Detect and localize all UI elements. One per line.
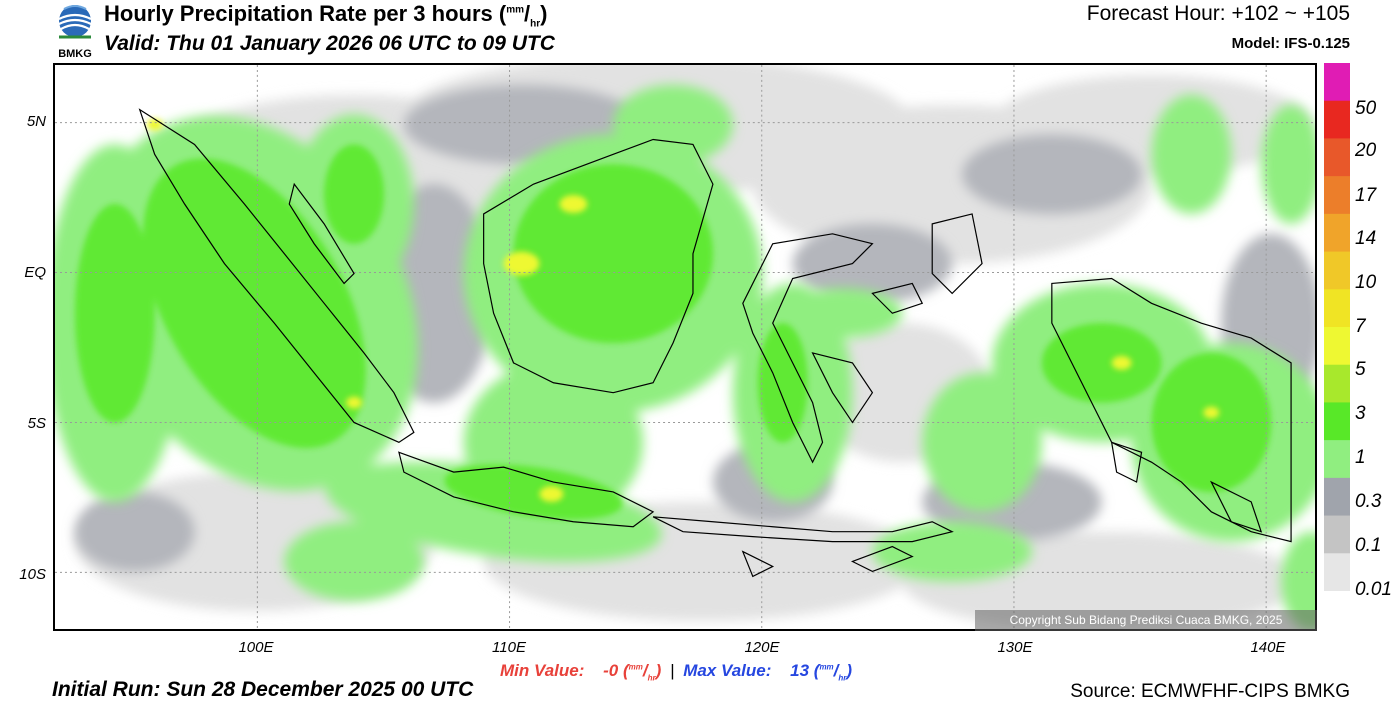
colorbar-swatch [1324, 100, 1350, 139]
colorbar-swatch [1324, 63, 1350, 102]
colorbar-swatch [1324, 213, 1350, 253]
colorbar-swatch [1324, 251, 1350, 290]
lat-label-5n: 5N [26, 113, 46, 130]
min-unit-sep: / [642, 661, 648, 680]
map-title: Hourly Precipitation Rate per 3 hours (m… [104, 1, 548, 30]
min-label: Min Value: [500, 661, 585, 680]
colorbar-swatch [1324, 138, 1350, 177]
colorbar-swatch [1324, 440, 1350, 479]
lon-label-140e: 140E [1250, 639, 1286, 656]
colorbar-swatch [1324, 402, 1350, 441]
colorbar-swatch [1324, 327, 1350, 366]
colorbar-swatch [1324, 289, 1350, 328]
max-value: 13 [790, 661, 810, 680]
data-source: Source: ECMWFHF-CIPS BMKG [1070, 681, 1350, 702]
colorbar-label-0-3: 0.3 [1355, 491, 1382, 512]
colorbar-label-0-1: 0.1 [1355, 535, 1382, 556]
copyright-notice: Copyright Sub Bidang Prediksi Cuaca BMKG… [975, 610, 1317, 631]
logo-text: BMKG [58, 48, 92, 59]
colorbar-label-17: 17 [1355, 185, 1377, 206]
lon-label-100e: 100E [238, 639, 274, 656]
colorbar-label-0-01: 0.01 [1355, 579, 1392, 600]
lon-label-120e: 120E [744, 639, 780, 656]
max-label: Max Value: [683, 661, 772, 680]
colorbar-swatch [1324, 553, 1350, 591]
title-unit-sep: / [524, 1, 531, 26]
forecast-hour: Forecast Hour: +102 ~ +105 [1086, 2, 1350, 25]
colorbar-label-1: 1 [1355, 447, 1366, 468]
colorbar-swatch [1324, 477, 1350, 517]
min-unit-den: hr [647, 673, 656, 683]
colorbar-label-50: 50 [1355, 98, 1377, 119]
colorbar-label-7: 7 [1355, 316, 1366, 337]
colorbar-label-10: 10 [1355, 272, 1377, 293]
colorbar-swatch [1324, 515, 1350, 554]
title-unit-num: mm [506, 4, 524, 16]
min-value: -0 [603, 661, 619, 680]
precipitation-map [53, 63, 1317, 631]
lat-label-eq: EQ [24, 264, 46, 281]
min-unit-num: mm [628, 662, 643, 672]
colorbar-label-5: 5 [1355, 359, 1366, 380]
title-unit-den: hr [530, 18, 541, 30]
max-unit-sep: / [833, 661, 839, 680]
colorbar-label-14: 14 [1355, 228, 1377, 249]
stats-separator: | [670, 661, 675, 680]
bmkg-logo: BMKG [58, 5, 92, 59]
lat-label-5s: 5S [27, 415, 46, 432]
lat-label-10s: 10S [19, 566, 46, 583]
colorbar-swatch [1324, 364, 1350, 403]
lon-label-110e: 110E [492, 639, 526, 656]
valid-time: Valid: Thu 01 January 2026 06 UTC to 09 … [104, 32, 555, 55]
max-unit-num: mm [819, 662, 834, 672]
colorbar-label-3: 3 [1355, 403, 1366, 424]
precipitation-colorbar [1324, 63, 1350, 591]
initial-run: Initial Run: Sun 28 December 2025 00 UTC [52, 678, 474, 701]
min-max-values: Min Value: -0 (mm/hr) | Max Value: 13 (m… [500, 661, 853, 683]
colorbar-swatch [1324, 176, 1350, 215]
title-text: Hourly Precipitation Rate per 3 hours [104, 1, 493, 26]
max-unit-den: hr [838, 673, 847, 683]
model-label: Model: IFS-0.125 [1231, 35, 1350, 52]
colorbar-label-20: 20 [1355, 140, 1377, 161]
lon-label-130e: 130E [997, 639, 1033, 656]
